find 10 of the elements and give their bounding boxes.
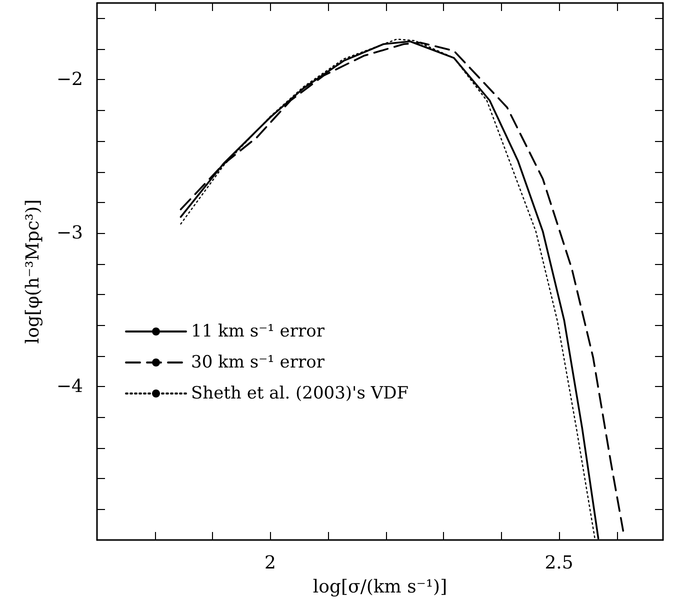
x-tick-label: 2.5 <box>544 552 574 574</box>
x-tick-label: 2 <box>264 552 276 574</box>
x-axis-title: log[σ/(km s⁻¹)] <box>312 576 448 598</box>
y-axis-title: log[φ(h⁻³Mpc³)] <box>22 199 44 344</box>
y-tick-label: −2 <box>56 69 83 90</box>
legend-label: Sheth et al. (2003)'s VDF <box>191 384 409 404</box>
legend-label: 30 km s⁻¹ error <box>191 352 326 372</box>
y-tick-label: −3 <box>56 222 83 244</box>
y-tick-label: −4 <box>56 376 83 398</box>
legend-label: 11 km s⁻¹ error <box>191 322 326 342</box>
